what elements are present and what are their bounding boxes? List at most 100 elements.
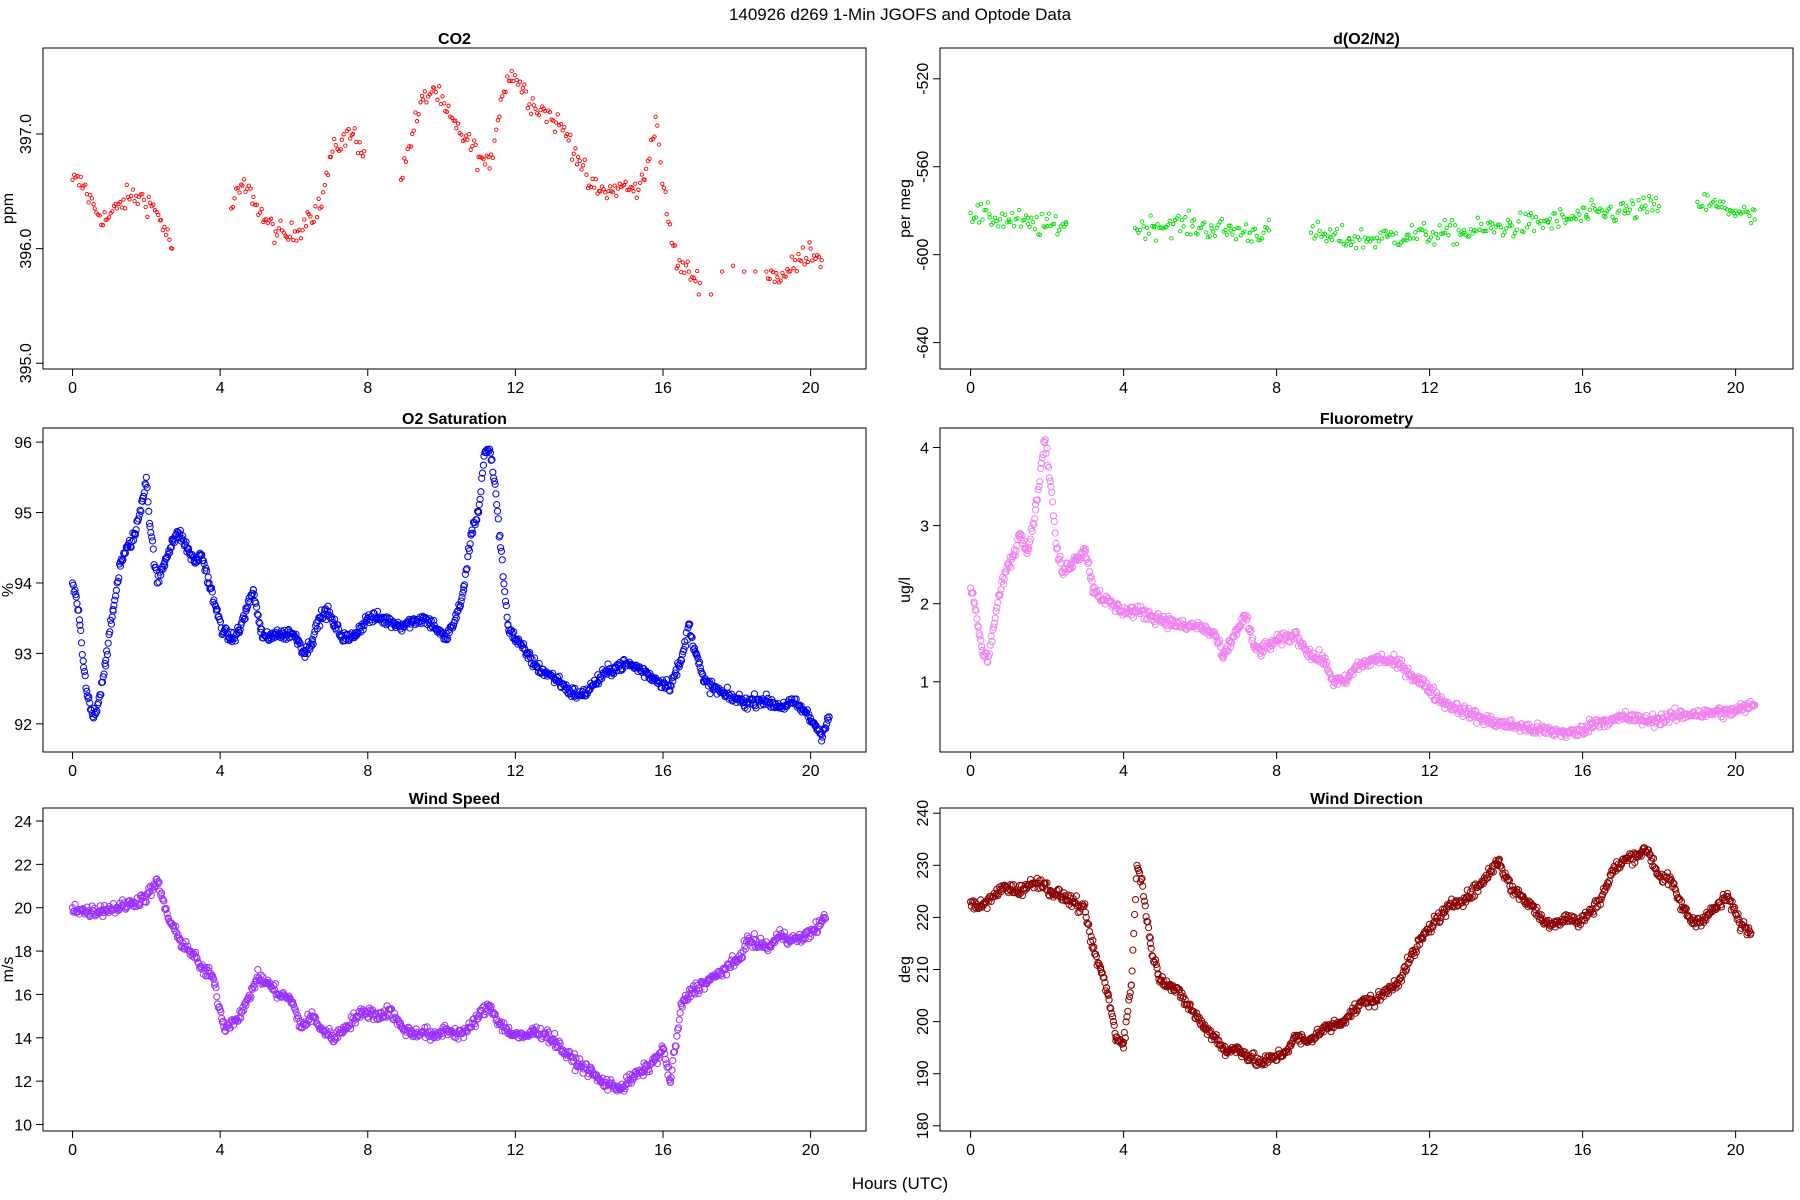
data-point-fluor bbox=[990, 623, 998, 631]
data-point-co2 bbox=[772, 279, 777, 284]
y-tick-label-wdir: 200 bbox=[915, 1008, 932, 1035]
data-point-o2sat bbox=[464, 553, 472, 561]
data-point-co2 bbox=[298, 236, 304, 241]
data-point-co2 bbox=[352, 126, 357, 131]
data-point-do2n2 bbox=[1580, 205, 1585, 210]
data-point-do2n2 bbox=[1393, 231, 1399, 236]
data-point-o2sat bbox=[184, 545, 192, 553]
data-point-wspd bbox=[550, 1036, 558, 1044]
data-point-o2sat bbox=[99, 673, 107, 681]
data-point-fluor bbox=[974, 622, 982, 630]
data-point-do2n2 bbox=[1219, 216, 1225, 222]
data-point-fluor bbox=[1052, 539, 1060, 548]
data-point-o2sat bbox=[453, 608, 461, 616]
data-point-o2sat bbox=[821, 724, 829, 732]
data-point-o2sat bbox=[171, 538, 179, 546]
data-point-co2 bbox=[291, 237, 296, 243]
data-point-co2 bbox=[468, 147, 473, 152]
data-point-do2n2 bbox=[1451, 242, 1456, 247]
data-point-o2sat bbox=[130, 536, 138, 544]
data-point-fluor bbox=[1390, 650, 1398, 659]
data-point-do2n2 bbox=[1511, 234, 1516, 239]
data-point-do2n2 bbox=[1380, 236, 1385, 241]
data-point-co2 bbox=[252, 202, 258, 208]
data-point-o2sat bbox=[148, 537, 157, 545]
data-point-o2sat bbox=[146, 519, 154, 528]
data-point-co2 bbox=[429, 90, 434, 95]
data-point-wspd bbox=[83, 903, 91, 911]
data-point-co2 bbox=[630, 185, 635, 190]
x-tick-label-do2n2: 12 bbox=[1421, 380, 1439, 397]
data-point-co2 bbox=[92, 206, 97, 211]
data-point-wspd bbox=[669, 1057, 677, 1065]
data-point-co2 bbox=[143, 204, 148, 210]
data-point-do2n2 bbox=[1568, 217, 1573, 222]
data-point-do2n2 bbox=[1324, 239, 1329, 244]
data-point-wdir bbox=[1121, 1034, 1129, 1042]
data-point-wdir bbox=[995, 890, 1003, 898]
data-point-o2sat bbox=[822, 724, 830, 733]
data-point-o2sat bbox=[110, 601, 118, 610]
data-point-co2 bbox=[320, 190, 326, 195]
data-point-co2 bbox=[505, 74, 510, 79]
data-point-co2 bbox=[325, 172, 331, 178]
data-point-o2sat bbox=[497, 544, 505, 552]
data-point-do2n2 bbox=[1549, 226, 1554, 231]
data-point-co2 bbox=[601, 186, 606, 192]
data-point-co2 bbox=[239, 182, 244, 187]
data-point-co2 bbox=[230, 204, 236, 210]
data-point-wspd bbox=[184, 942, 192, 950]
data-point-fluor bbox=[972, 607, 980, 615]
data-point-o2sat bbox=[692, 651, 700, 659]
data-point-fluor bbox=[1096, 587, 1104, 595]
data-point-wspd bbox=[544, 1028, 552, 1036]
data-point-co2 bbox=[660, 181, 665, 186]
y-tick-label-do2n2: -560 bbox=[915, 151, 932, 183]
data-point-o2sat bbox=[373, 607, 382, 616]
data-point-o2sat bbox=[334, 621, 342, 629]
data-point-co2 bbox=[341, 132, 346, 137]
data-point-do2n2 bbox=[1374, 235, 1380, 240]
data-point-wdir bbox=[1131, 896, 1140, 904]
data-point-co2 bbox=[799, 258, 804, 264]
data-point-wdir bbox=[1086, 928, 1094, 936]
data-point-wspd bbox=[805, 934, 813, 943]
data-point-wdir bbox=[1740, 918, 1748, 926]
data-point-o2sat bbox=[143, 483, 151, 492]
data-point-co2 bbox=[156, 212, 161, 218]
data-point-co2 bbox=[800, 245, 806, 250]
data-point-co2 bbox=[437, 84, 442, 89]
data-point-do2n2 bbox=[975, 203, 980, 208]
data-point-o2sat bbox=[258, 625, 266, 633]
data-point-o2sat bbox=[204, 573, 212, 581]
data-point-co2 bbox=[102, 209, 107, 215]
data-point-co2 bbox=[402, 156, 407, 161]
data-point-o2sat bbox=[694, 654, 702, 663]
data-point-co2 bbox=[500, 94, 505, 99]
data-point-do2n2 bbox=[1018, 224, 1024, 229]
data-point-co2 bbox=[110, 209, 115, 214]
data-point-o2sat bbox=[241, 615, 249, 623]
data-point-wspd bbox=[123, 904, 131, 912]
data-point-wdir bbox=[1090, 943, 1098, 951]
data-point-o2sat bbox=[490, 474, 498, 482]
data-point-fluor bbox=[1385, 655, 1393, 663]
data-point-wspd bbox=[365, 1014, 373, 1022]
data-point-do2n2 bbox=[1242, 229, 1247, 234]
data-point-fluor bbox=[1278, 641, 1286, 649]
data-point-co2 bbox=[551, 118, 556, 123]
data-point-wdir bbox=[1442, 912, 1450, 921]
data-point-o2sat bbox=[71, 586, 79, 594]
data-point-fluor bbox=[1045, 474, 1054, 482]
data-point-o2sat bbox=[92, 708, 100, 717]
data-point-o2sat bbox=[102, 662, 110, 670]
data-point-do2n2 bbox=[1404, 232, 1409, 238]
data-point-fluor bbox=[1031, 515, 1039, 523]
data-point-do2n2 bbox=[1578, 218, 1584, 224]
data-point-fluor bbox=[1080, 547, 1089, 555]
data-point-co2 bbox=[498, 97, 503, 102]
data-point-do2n2 bbox=[1230, 232, 1235, 237]
data-point-do2n2 bbox=[1195, 232, 1200, 237]
data-point-fluor bbox=[1040, 437, 1048, 445]
